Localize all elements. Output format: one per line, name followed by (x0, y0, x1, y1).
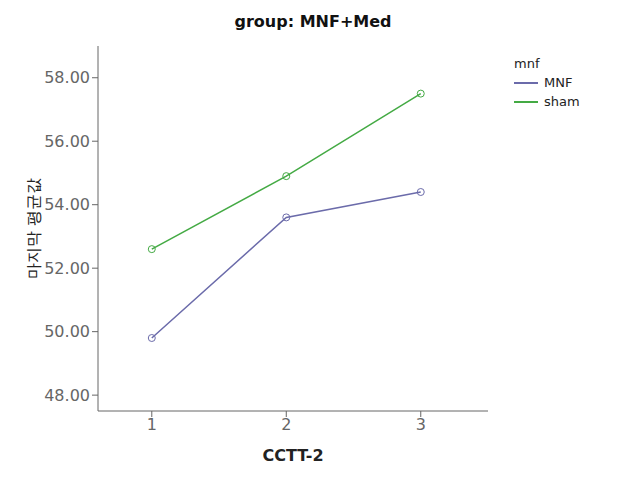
html-text:group: MNF+Med: group: MNF+Med (234, 12, 392, 31)
svg-text:CCTT-2: CCTT-2 (262, 446, 323, 465)
svg-text:50.00: 50.00 (44, 322, 90, 341)
svg-text:56.00: 56.00 (44, 132, 90, 151)
svg-text:2: 2 (281, 415, 291, 434)
svg-text:3: 3 (416, 415, 426, 434)
html-text:MNF: MNF (544, 75, 573, 90)
svg-text:52.00: 52.00 (44, 259, 90, 278)
svg-text:48.00: 48.00 (44, 386, 90, 405)
svg-text:54.00: 54.00 (44, 195, 90, 214)
html-text:sham: sham (544, 94, 580, 109)
svg-text:1: 1 (147, 415, 157, 434)
svg-text:마지막 평균값: 마지막 평균값 (24, 178, 43, 279)
svg-text:58.00: 58.00 (44, 68, 90, 87)
html-text:mnf: mnf (514, 56, 540, 71)
